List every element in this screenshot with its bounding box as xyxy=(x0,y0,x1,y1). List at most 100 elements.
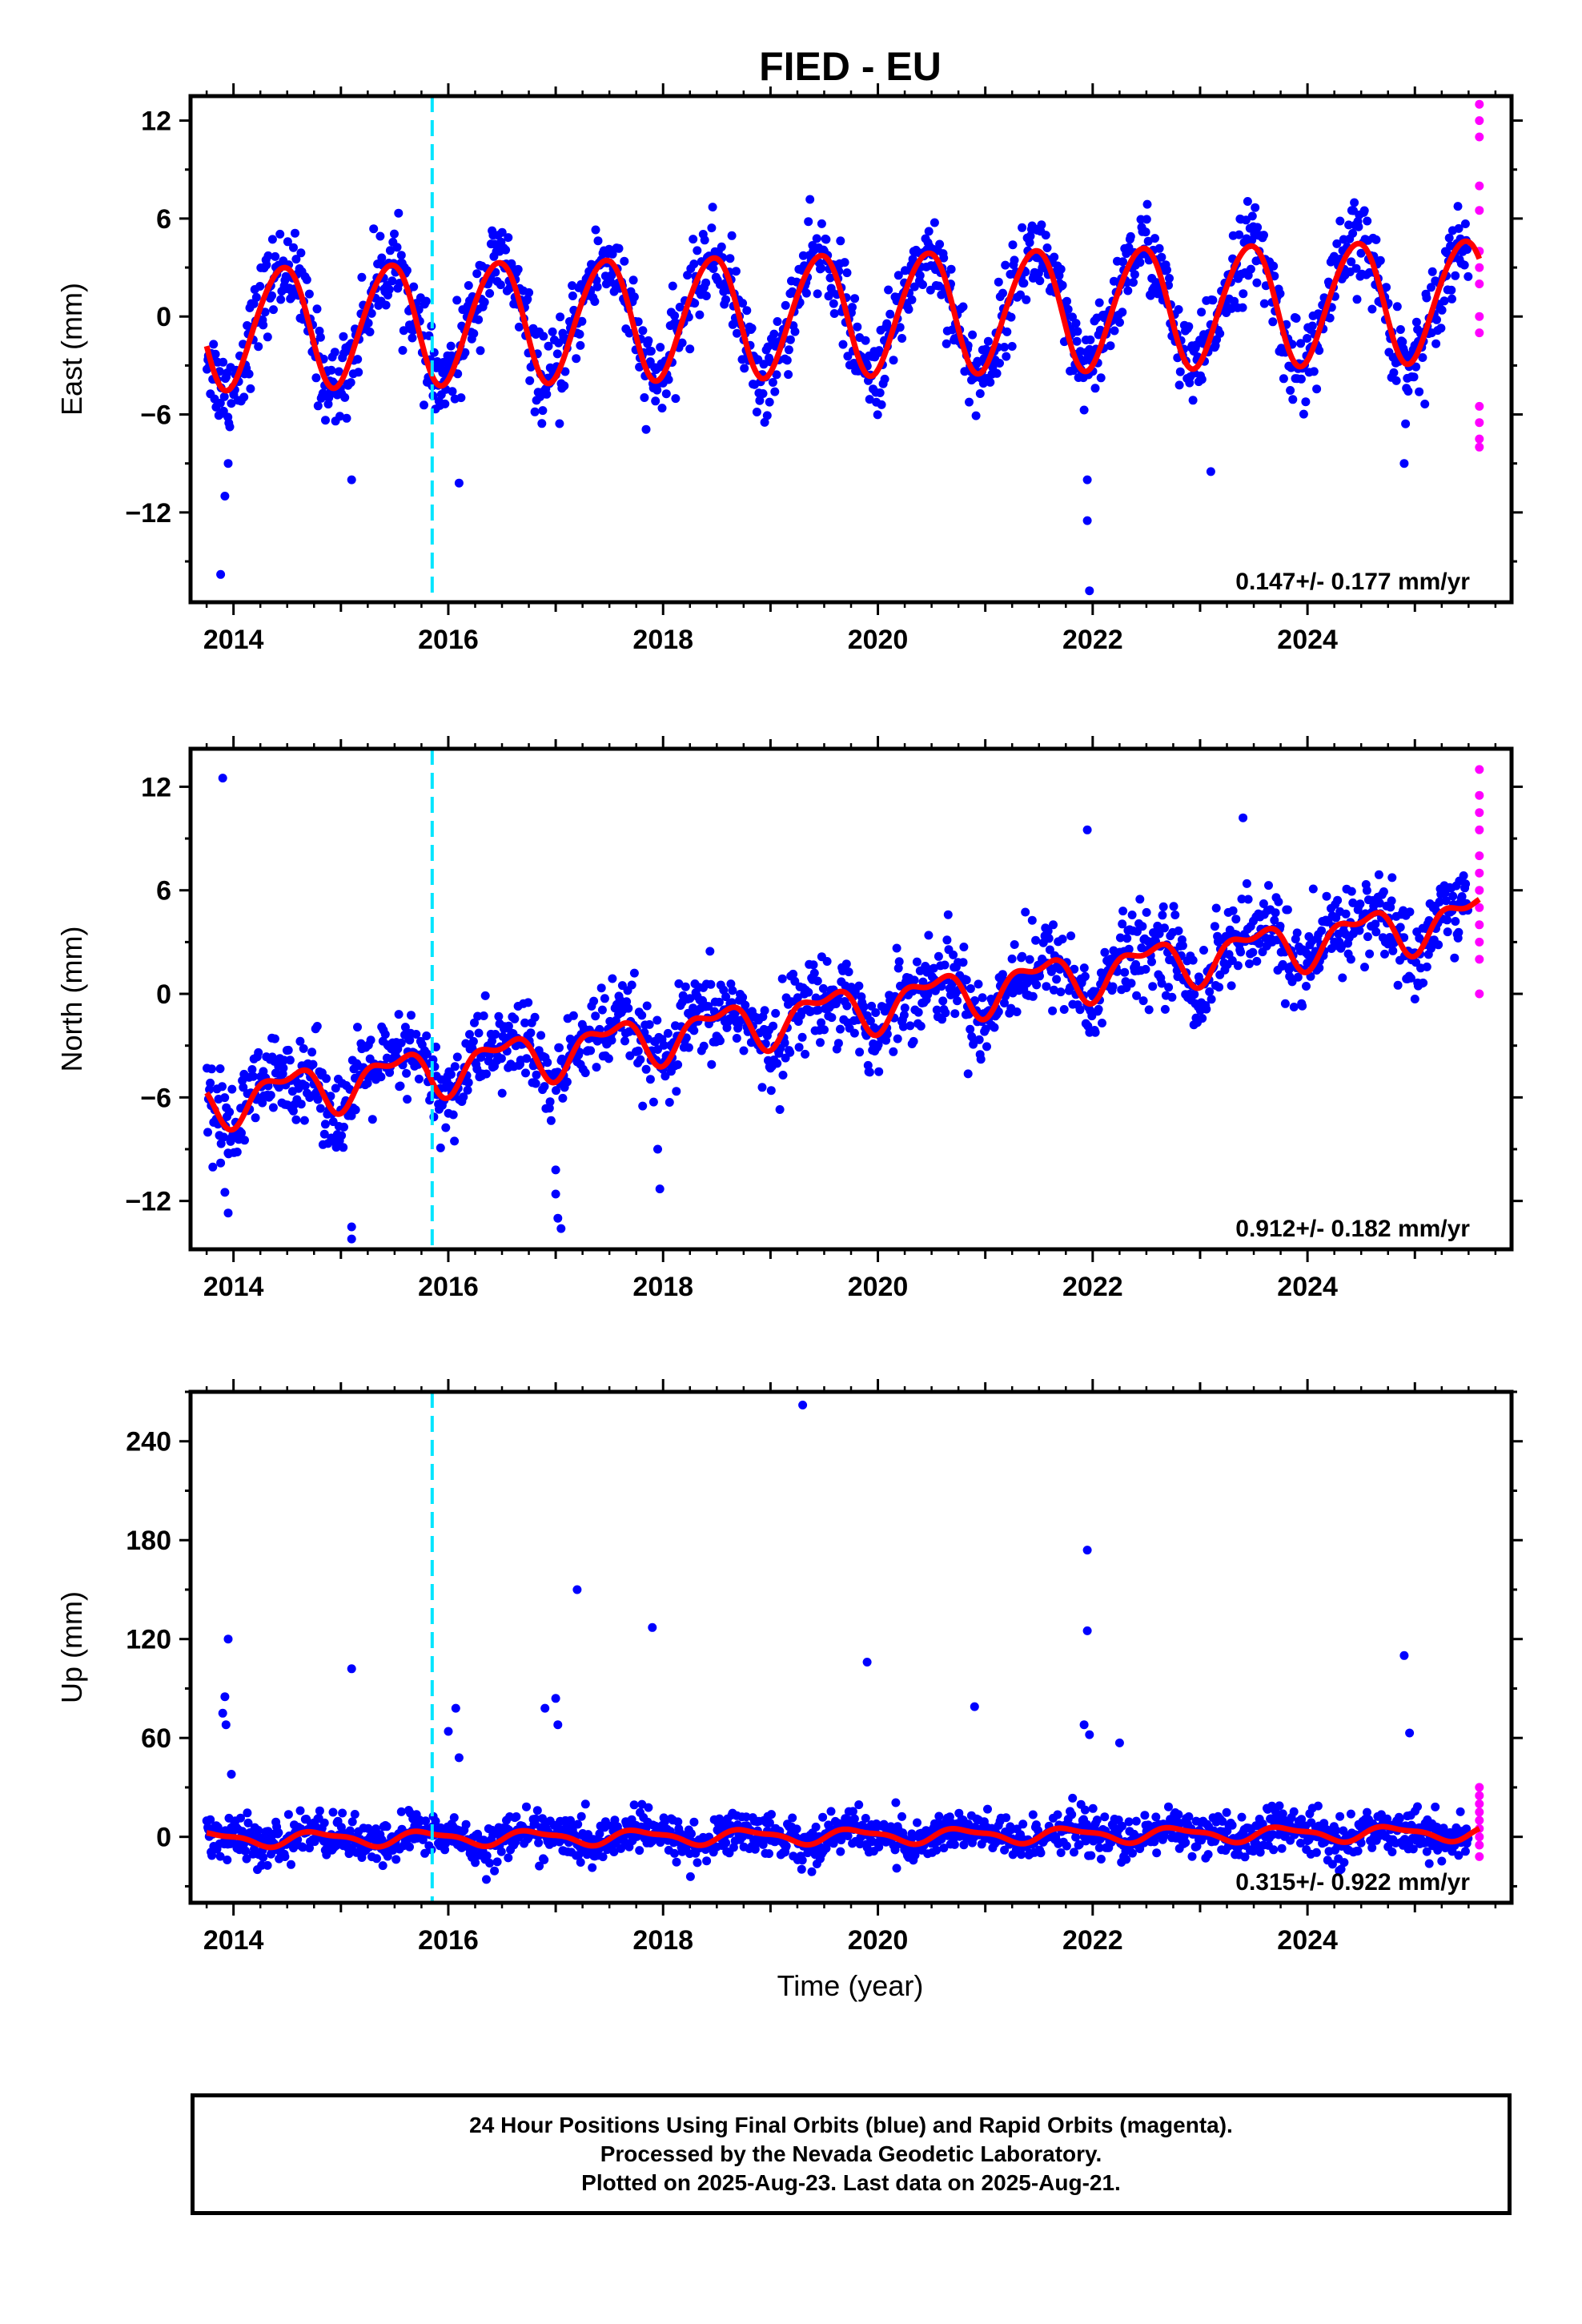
final-point xyxy=(263,1860,272,1870)
final-point xyxy=(797,1856,807,1865)
final-point xyxy=(671,394,681,404)
final-point xyxy=(396,1038,406,1047)
final-point xyxy=(510,1014,520,1023)
final-point xyxy=(1086,1851,1096,1860)
final-point xyxy=(970,1702,979,1711)
model-line xyxy=(203,238,1483,394)
final-point xyxy=(414,1074,424,1084)
final-point xyxy=(1401,419,1411,428)
final-point xyxy=(983,1804,992,1814)
final-point xyxy=(973,356,982,366)
final-point xyxy=(239,392,249,402)
final-point xyxy=(560,381,569,391)
final-point xyxy=(721,295,730,304)
final-point xyxy=(874,346,884,356)
final-point xyxy=(1227,981,1236,991)
x-tick-label: 2024 xyxy=(1277,1272,1338,1302)
rapid-orbit-points xyxy=(1475,1783,1484,1861)
final-point xyxy=(1019,279,1029,288)
final-point xyxy=(1392,302,1402,312)
final-point xyxy=(512,1812,521,1821)
final-point xyxy=(865,1016,875,1026)
final-point xyxy=(1388,946,1398,955)
final-point xyxy=(821,235,831,244)
final-point xyxy=(218,774,227,783)
final-point xyxy=(861,336,870,345)
final-point xyxy=(1403,387,1413,396)
final-point xyxy=(1311,1848,1321,1857)
final-point xyxy=(304,289,314,299)
final-point xyxy=(638,1101,648,1111)
final-point xyxy=(965,397,974,407)
final-point xyxy=(1188,955,1198,965)
final-point xyxy=(1454,927,1464,937)
final-point xyxy=(1142,215,1151,224)
final-point xyxy=(1071,319,1081,328)
rapid-point xyxy=(1475,1783,1484,1792)
final-point xyxy=(1174,305,1183,314)
final-point xyxy=(1152,1848,1162,1858)
final-point xyxy=(752,408,761,416)
final-point xyxy=(339,1143,348,1152)
rapid-point xyxy=(1475,263,1484,272)
final-point xyxy=(1174,380,1184,390)
final-point xyxy=(816,1038,825,1047)
final-point xyxy=(893,1034,902,1043)
final-point xyxy=(725,254,735,263)
final-point xyxy=(769,329,779,339)
final-point xyxy=(540,1082,549,1092)
final-point xyxy=(532,1070,541,1080)
final-point xyxy=(918,280,927,289)
final-point xyxy=(491,1030,500,1039)
final-point xyxy=(279,1055,289,1065)
final-point xyxy=(1422,962,1431,971)
final-point xyxy=(804,987,813,997)
final-point xyxy=(521,1068,530,1078)
final-point xyxy=(315,1806,324,1815)
final-point xyxy=(937,982,946,991)
final-point xyxy=(1246,264,1255,274)
final-point xyxy=(614,243,624,253)
final-point xyxy=(648,1097,658,1107)
final-point xyxy=(576,1811,586,1821)
final-point xyxy=(577,316,587,326)
final-point xyxy=(648,1622,657,1632)
final-point xyxy=(1187,1852,1197,1861)
final-point xyxy=(1299,409,1308,419)
y-tick-label: 0 xyxy=(156,1823,171,1853)
final-point xyxy=(1017,1850,1026,1860)
final-point xyxy=(1356,248,1366,258)
final-point xyxy=(909,1036,918,1046)
final-point xyxy=(218,1708,227,1718)
final-point xyxy=(322,1074,331,1084)
final-point xyxy=(1387,896,1396,906)
final-point xyxy=(777,974,787,983)
final-point xyxy=(1114,1738,1124,1747)
final-point xyxy=(312,304,322,314)
final-point xyxy=(446,341,456,351)
final-point xyxy=(1203,1850,1213,1860)
final-point xyxy=(470,1018,479,1027)
final-point xyxy=(377,253,387,263)
y-tick-label: 12 xyxy=(141,772,171,802)
final-point xyxy=(369,224,379,234)
final-point xyxy=(1056,1848,1066,1857)
final-point xyxy=(461,1819,471,1829)
final-point xyxy=(219,1132,228,1142)
final-point xyxy=(850,294,860,304)
final-point xyxy=(580,1799,590,1809)
final-point xyxy=(1431,1802,1440,1811)
final-point xyxy=(1363,932,1372,942)
final-point xyxy=(963,1069,973,1079)
final-point xyxy=(1044,934,1054,943)
final-point xyxy=(1243,895,1253,904)
final-point xyxy=(289,243,298,252)
final-point xyxy=(842,1001,852,1011)
final-point xyxy=(986,377,995,387)
final-point xyxy=(1422,293,1431,303)
final-point xyxy=(1160,923,1169,933)
plot-area xyxy=(203,99,1484,596)
final-point xyxy=(801,288,811,298)
x-tick-label: 2016 xyxy=(418,1272,479,1302)
final-point xyxy=(918,977,928,987)
